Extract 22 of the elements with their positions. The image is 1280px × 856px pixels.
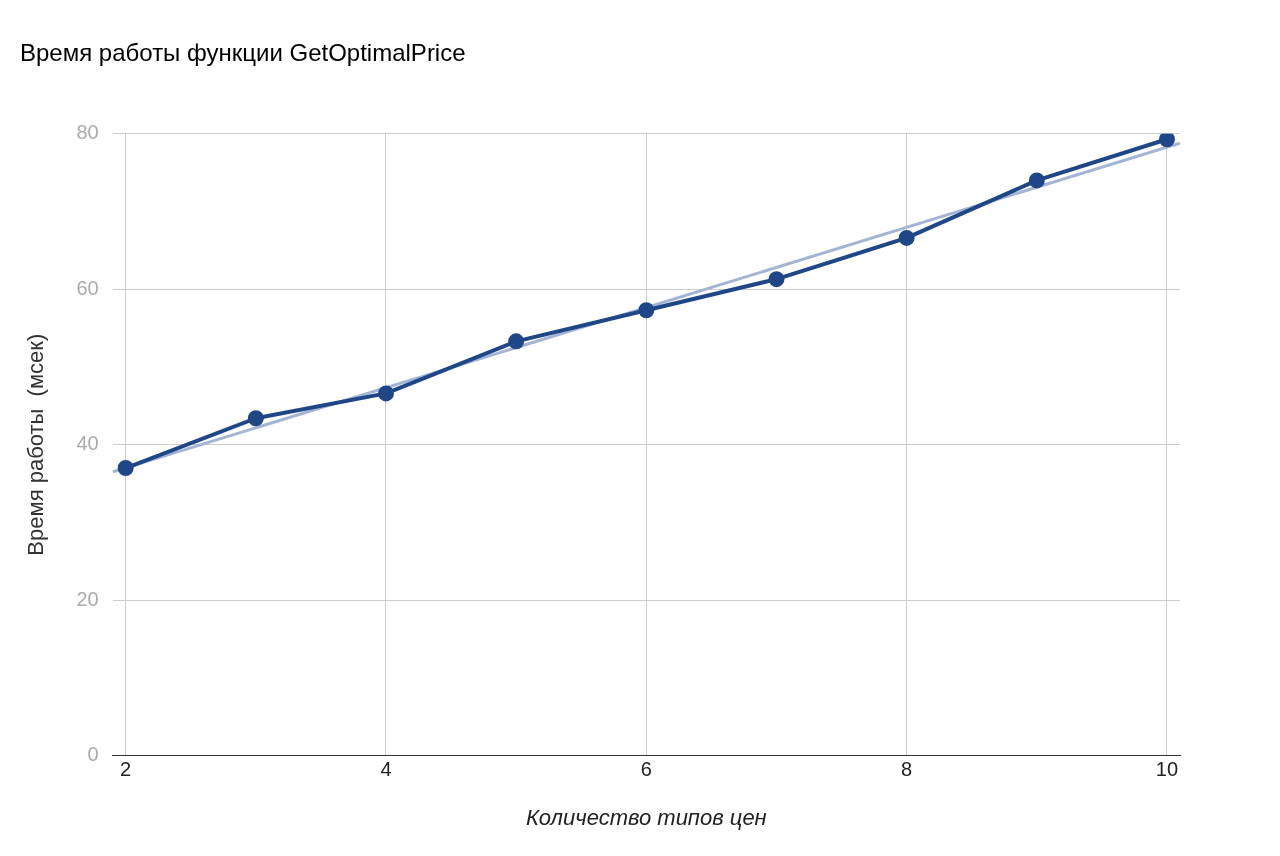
point (1158, 133, 1175, 148)
point (898, 229, 915, 246)
point (247, 410, 264, 427)
x-axis-title: Количество типов цен (525, 804, 767, 830)
y-tick-label: 60 (76, 276, 99, 299)
point (508, 333, 525, 350)
chart-title: Время работы функции GetOptimalPrice (20, 39, 466, 67)
point (638, 302, 655, 319)
y-tick-label: 0 (87, 743, 99, 766)
x-tick-label: 2 (120, 758, 132, 781)
point (768, 271, 785, 288)
x-tick-label: 6 (640, 758, 652, 781)
x-tick-label: 10 (1155, 758, 1179, 781)
x-tick-label: 8 (901, 758, 913, 781)
x-tick-label: 4 (380, 758, 392, 781)
y-tick-label: 20 (76, 587, 99, 610)
point (117, 460, 134, 477)
y-tick-label: 40 (76, 432, 99, 455)
y-tick-label: 80 (76, 121, 99, 144)
point (1028, 172, 1045, 189)
y-axis-title: Время работы (мсек) (23, 333, 49, 556)
point (377, 385, 394, 402)
